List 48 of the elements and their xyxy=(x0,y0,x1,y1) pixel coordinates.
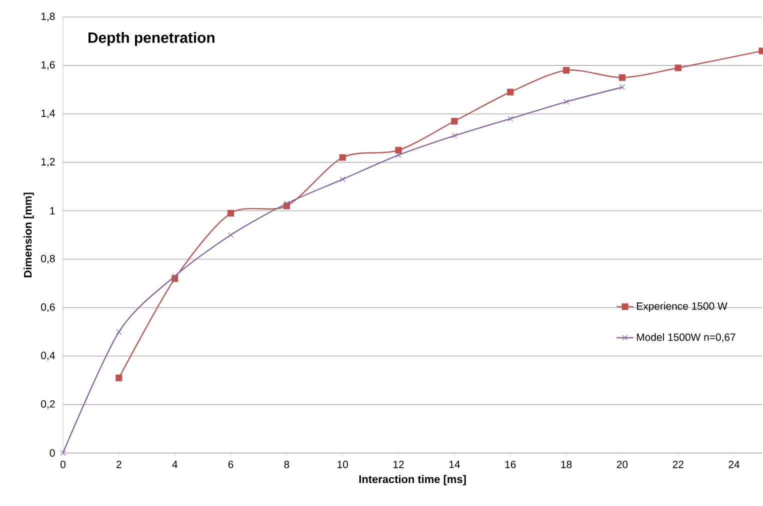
y-tick-label: 0,2 xyxy=(41,400,55,409)
x-tick-label: 4 xyxy=(172,460,178,468)
y-tick-label: 0 xyxy=(50,449,55,457)
point xyxy=(508,116,514,122)
x-tick-label: 20 xyxy=(616,460,628,468)
y-axis-title: Dimension [mm] xyxy=(24,192,34,278)
point xyxy=(564,99,570,105)
y-tick-label: 0,8 xyxy=(41,254,55,264)
point xyxy=(619,84,625,90)
point xyxy=(60,450,66,456)
x-tick-label: 0 xyxy=(60,460,66,468)
x-axis-title: Interaction time [ms] xyxy=(359,475,466,486)
x-tick-label: 8 xyxy=(284,460,290,468)
x-tick-label: 24 xyxy=(728,460,740,468)
y-tick-label: 1,8 xyxy=(41,12,55,22)
y-tick-label: 1,4 xyxy=(41,110,55,118)
point xyxy=(618,74,626,81)
point xyxy=(452,132,458,138)
point xyxy=(228,232,234,238)
point xyxy=(451,118,458,124)
point xyxy=(172,273,178,279)
legend-label: Model 1500W n=0,67 xyxy=(636,333,736,342)
y-tick-label: 1 xyxy=(50,207,55,214)
x-tick-label: 12 xyxy=(394,460,404,468)
point xyxy=(507,88,514,96)
y-tick-label: 0,6 xyxy=(41,303,55,312)
x-tick-label: 2 xyxy=(116,460,122,468)
legend-label: Experience 1500 W xyxy=(636,302,728,312)
point xyxy=(674,64,682,72)
y-tick-label: 1,6 xyxy=(41,61,55,70)
point xyxy=(284,200,290,206)
x-tick-label: 14 xyxy=(449,460,460,468)
x-tick-label: 18 xyxy=(561,460,572,468)
point xyxy=(396,152,402,158)
point xyxy=(395,146,402,154)
text: Depth penetration xyxy=(88,32,214,46)
x-tick-label: 10 xyxy=(338,460,348,468)
point xyxy=(562,66,570,74)
point xyxy=(340,176,346,182)
y-tick-label: 0,4 xyxy=(41,352,55,360)
point xyxy=(116,329,122,335)
point xyxy=(339,154,346,161)
y-tick-label: 1,2 xyxy=(41,158,55,167)
x-tick-label: 16 xyxy=(505,460,516,468)
x-tick-label: 22 xyxy=(672,460,684,468)
x-tick-label: 6 xyxy=(228,460,234,468)
point xyxy=(116,374,122,382)
point xyxy=(227,210,234,216)
